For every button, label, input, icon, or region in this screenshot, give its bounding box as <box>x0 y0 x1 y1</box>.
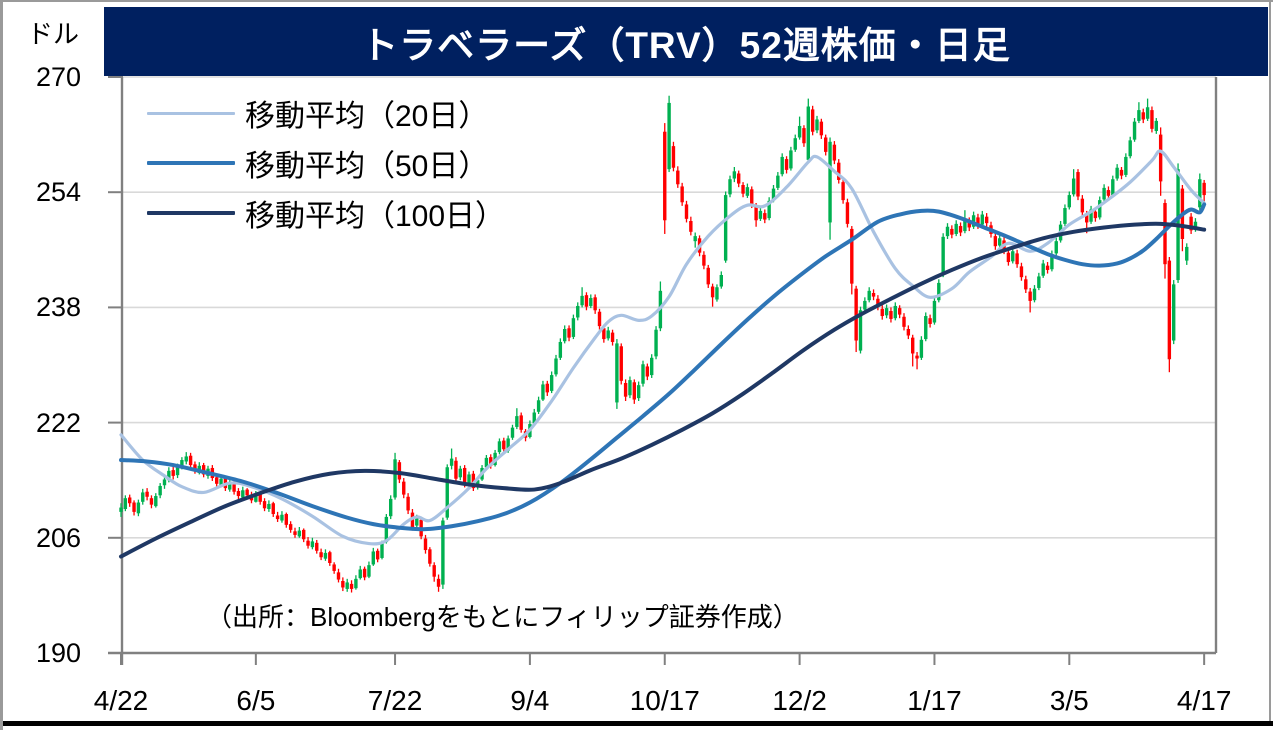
y-axis-tick-label: 222 <box>35 407 81 438</box>
y-axis-tick-label: 238 <box>35 292 81 323</box>
y-axis-tick-label: 270 <box>35 62 81 92</box>
frame-bottom-bar <box>3 721 1273 726</box>
x-axis-tick-label: 10/17 <box>629 685 700 716</box>
x-axis-tick-label: 7/22 <box>367 685 423 716</box>
legend-item-label: 移動平均（20日） <box>245 100 489 133</box>
x-axis-tick-label: 12/2 <box>772 685 827 716</box>
x-axis-tick-label: 3/5 <box>1049 685 1089 716</box>
legend-item-label: 移動平均（100日） <box>245 200 506 233</box>
x-axis-tick-label: 1/17 <box>907 685 962 716</box>
ma50-line-sample <box>147 161 235 165</box>
legend-item-ma20: 移動平均（20日） <box>147 88 505 138</box>
x-axis-tick-label: 6/5 <box>236 685 276 716</box>
chart-title-bar: トラベラーズ（TRV）52週株価・日足 <box>104 7 1268 76</box>
ma20-line-sample <box>147 111 235 115</box>
legend-item-ma50: 移動平均（50日） <box>147 138 505 188</box>
ma100-line-sample <box>147 211 235 215</box>
chart-title: トラベラーズ（TRV）52週株価・日足 <box>361 24 1011 66</box>
y-axis-tick-label: 190 <box>35 638 81 668</box>
legend-item-label: 移動平均（50日） <box>245 150 489 183</box>
source-note: （出所：Bloombergをもとにフィリップ証券作成） <box>206 602 799 632</box>
y-axis-unit-label: ドル <box>27 19 80 49</box>
x-axis-tick-label: 4/17 <box>1176 685 1232 716</box>
frame-right-edge <box>1269 2 1271 724</box>
x-axis-tick-label: 4/22 <box>93 685 149 716</box>
candlestick-chart-canvas <box>108 76 1218 665</box>
y-axis-tick-label: 206 <box>35 522 81 553</box>
legend-item-ma100: 移動平均（100日） <box>147 188 505 238</box>
x-axis-tick-label: 9/4 <box>510 685 550 716</box>
legend: 移動平均（20日） 移動平均（50日） 移動平均（100日） <box>147 88 505 238</box>
y-axis-tick-label: 254 <box>35 177 81 208</box>
